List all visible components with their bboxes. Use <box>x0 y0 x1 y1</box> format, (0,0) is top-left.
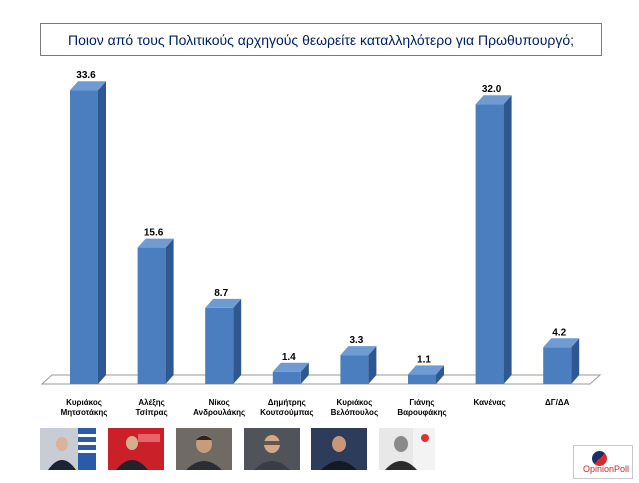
category-label-2: Αλέξης Τσίπρας <box>136 398 168 417</box>
category-label-6: Γιάνης Βαρουφάκης <box>397 398 446 417</box>
bar-2 <box>137 238 174 384</box>
logo-mark-icon <box>592 451 607 466</box>
data-label-6: 1.1 <box>417 354 431 365</box>
bar-3 <box>205 298 242 384</box>
leader-photo-2 <box>108 428 164 470</box>
opinionpoll-logo: OpinionPoll <box>573 445 633 479</box>
bar-1 <box>70 81 106 385</box>
leader-photo-5 <box>311 428 367 470</box>
category-label-5: Κυριάκος Βελόπουλος <box>331 398 378 417</box>
data-label-3: 8.7 <box>214 288 228 299</box>
data-label-8: 4.2 <box>552 327 566 338</box>
data-label-2: 15.6 <box>144 228 164 239</box>
bar-5 <box>340 346 377 384</box>
leader-photo-4 <box>244 428 300 470</box>
bar-6 <box>408 365 444 384</box>
data-label-7: 32.0 <box>482 84 502 95</box>
chart-title: Ποιον από τους Πολιτικούς αρχηγούς θεωρε… <box>40 23 602 56</box>
bar-4 <box>272 362 309 384</box>
category-label-8: ΔΓ/ΔΑ <box>545 398 570 407</box>
category-label-7: Κανένας <box>474 398 506 407</box>
data-label-5: 3.3 <box>349 335 363 346</box>
data-label-4: 1.4 <box>282 352 296 363</box>
category-label-1: Κυριάκος Μητσοτάκης <box>61 398 108 417</box>
category-label-3: Νίκος Ανδρουλάκης <box>193 398 245 417</box>
bar-7 <box>475 95 512 384</box>
logo-text: OpinionPoll <box>582 464 629 474</box>
chart-floor <box>40 374 602 385</box>
bar-8 <box>543 338 580 384</box>
leader-photo-6 <box>379 428 435 470</box>
data-label-1: 33.6 <box>76 70 96 81</box>
leader-photo-1 <box>40 428 96 470</box>
category-label-4: Δημήτρης Κουτσούμπας <box>260 398 313 417</box>
leader-photo-3 <box>176 428 232 470</box>
